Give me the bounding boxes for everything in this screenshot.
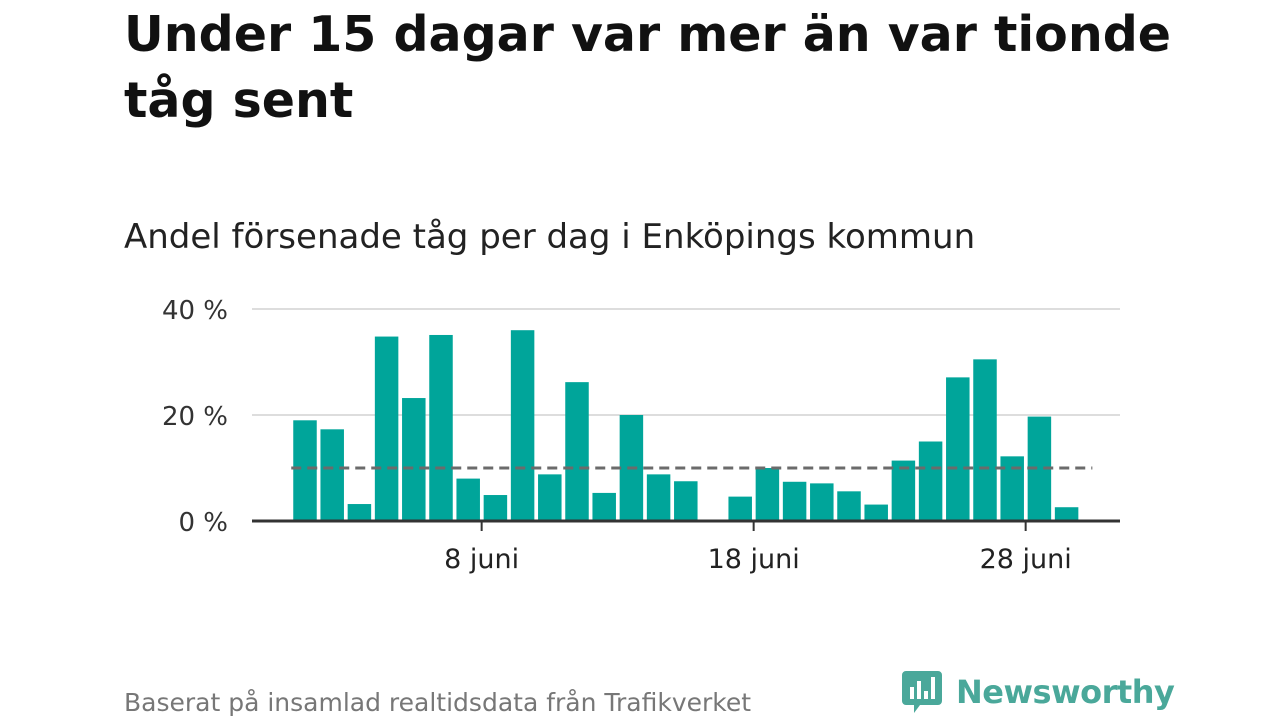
y-tick-label: 0 % — [178, 508, 228, 538]
bar-9-juni — [510, 330, 535, 521]
bar-5-juni — [402, 398, 426, 521]
bar-1-juni — [293, 420, 317, 521]
bar-chart: 0 % 20 % 40 % 8 juni 18 juni 28 juni — [162, 296, 1120, 575]
y-tick-label: 20 % — [162, 402, 228, 432]
bar-chart-speech-bubble-icon — [902, 671, 942, 713]
y-tick-label: 40 % — [162, 296, 228, 326]
x-tick-label: 18 juni — [708, 544, 800, 575]
bar-4-juni — [374, 336, 399, 521]
brand-logo: Newsworthy — [902, 670, 1175, 714]
bar-29-juni — [1054, 507, 1079, 521]
axes: 0 % 20 % 40 % 8 juni 18 juni 28 juni — [162, 296, 1120, 575]
bar-24-juni — [918, 441, 943, 521]
bar-25-juni — [946, 377, 970, 521]
bars — [293, 330, 1079, 521]
bar-27-juni — [1000, 456, 1024, 521]
bar-6-juni — [429, 334, 453, 521]
x-tick-label: 8 juni — [444, 544, 519, 575]
bar-23-juni — [891, 460, 916, 521]
chart-title: Under 15 dagar var mer än var tionde tåg… — [124, 6, 1172, 129]
x-tick-label: 28 juni — [980, 544, 1072, 575]
chart-subtitle: Andel försenade tåg per dag i Enköpings … — [124, 217, 976, 257]
source-note: Baserat på insamlad realtidsdata från Tr… — [124, 688, 752, 717]
bar-19-juni — [782, 481, 807, 521]
bar-22-juni — [864, 504, 888, 521]
bar-20-juni — [810, 483, 834, 521]
bar-18-juni — [755, 468, 780, 521]
bar-21-juni — [837, 491, 861, 521]
bar-11-juni — [565, 382, 589, 521]
bar-10-juni — [538, 474, 562, 521]
bar-26-juni — [973, 359, 997, 521]
bar-7-juni — [456, 478, 480, 521]
bar-17-juni — [728, 496, 752, 521]
bar-14-juni — [646, 474, 671, 521]
brand-name: Newsworthy — [956, 673, 1175, 711]
bar-15-juni — [674, 481, 698, 521]
bar-12-juni — [592, 492, 616, 521]
bar-8-juni — [483, 495, 508, 521]
bar-3-juni — [347, 504, 372, 521]
bar-2-juni — [320, 429, 344, 521]
bar-28-juni — [1027, 416, 1052, 521]
